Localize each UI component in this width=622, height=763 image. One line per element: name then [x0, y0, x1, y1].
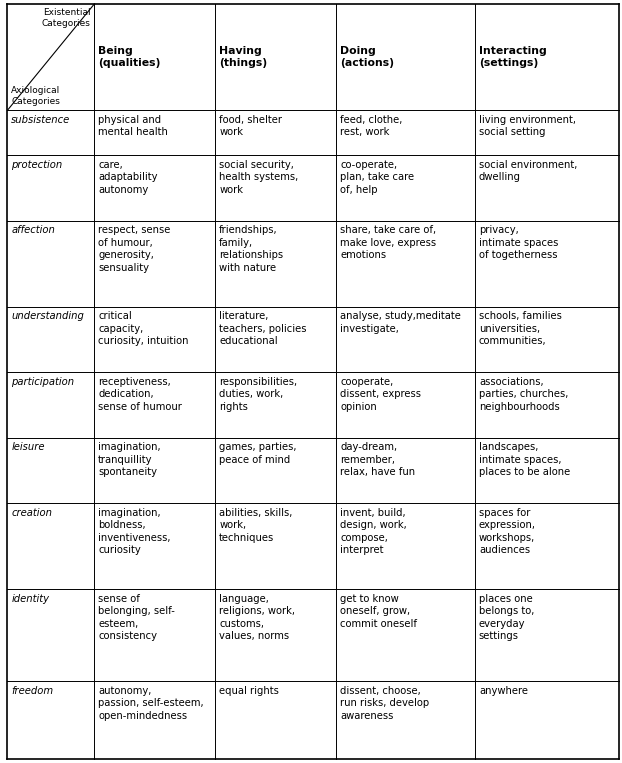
Text: Axiological
Categories: Axiological Categories — [11, 85, 60, 106]
Text: day-dream,
remember,
relax, have fun: day-dream, remember, relax, have fun — [340, 443, 415, 477]
Text: abilities, skills,
work,
techniques: abilities, skills, work, techniques — [219, 508, 292, 542]
Text: games, parties,
peace of mind: games, parties, peace of mind — [219, 443, 297, 465]
Text: subsistence: subsistence — [11, 115, 70, 125]
Text: protection: protection — [11, 160, 62, 170]
Text: creation: creation — [11, 508, 52, 518]
Text: spaces for
expression,
workshops,
audiences: spaces for expression, workshops, audien… — [479, 508, 536, 555]
Text: associations,
parties, churches,
neighbourhoods: associations, parties, churches, neighbo… — [479, 377, 569, 412]
Text: critical
capacity,
curiosity, intuition: critical capacity, curiosity, intuition — [98, 311, 188, 346]
Text: imagination,
tranquillity
spontaneity: imagination, tranquillity spontaneity — [98, 443, 161, 477]
Text: affection: affection — [11, 225, 55, 235]
Text: receptiveness,
dedication,
sense of humour: receptiveness, dedication, sense of humo… — [98, 377, 182, 412]
Text: living environment,
social setting: living environment, social setting — [479, 115, 576, 137]
Text: invent, build,
design, work,
compose,
interpret: invent, build, design, work, compose, in… — [340, 508, 407, 555]
Text: analyse, study,meditate
investigate,: analyse, study,meditate investigate, — [340, 311, 461, 333]
Text: friendships,
family,
relationships
with nature: friendships, family, relationships with … — [219, 225, 284, 272]
Text: physical and
mental health: physical and mental health — [98, 115, 168, 137]
Text: food, shelter
work: food, shelter work — [219, 115, 282, 137]
Text: Interacting
(settings): Interacting (settings) — [479, 46, 547, 68]
Text: Doing
(actions): Doing (actions) — [340, 46, 394, 68]
Text: share, take care of,
make love, express
emotions: share, take care of, make love, express … — [340, 225, 437, 260]
Text: social security,
health systems,
work: social security, health systems, work — [219, 160, 299, 195]
Text: freedom: freedom — [11, 686, 53, 696]
Text: equal rights: equal rights — [219, 686, 279, 696]
Text: responsibilities,
duties, work,
rights: responsibilities, duties, work, rights — [219, 377, 297, 412]
Text: identity: identity — [11, 594, 49, 604]
Text: anywhere: anywhere — [479, 686, 528, 696]
Text: landscapes,
intimate spaces,
places to be alone: landscapes, intimate spaces, places to b… — [479, 443, 570, 477]
Text: participation: participation — [11, 377, 74, 387]
Text: Being
(qualities): Being (qualities) — [98, 46, 160, 68]
Text: understanding: understanding — [11, 311, 84, 321]
Text: schools, families
universities,
communities,: schools, families universities, communit… — [479, 311, 562, 346]
Text: autonomy,
passion, self-esteem,
open-mindedness: autonomy, passion, self-esteem, open-min… — [98, 686, 204, 721]
Text: Existential
Categories: Existential Categories — [42, 8, 91, 28]
Text: get to know
oneself, grow,
commit oneself: get to know oneself, grow, commit onesel… — [340, 594, 417, 629]
Text: co-operate,
plan, take care
of, help: co-operate, plan, take care of, help — [340, 160, 414, 195]
Text: cooperate,
dissent, express
opinion: cooperate, dissent, express opinion — [340, 377, 421, 412]
Text: language,
religions, work,
customs,
values, norms: language, religions, work, customs, valu… — [219, 594, 295, 641]
Text: care,
adaptability
autonomy: care, adaptability autonomy — [98, 160, 158, 195]
Text: literature,
teachers, policies
educational: literature, teachers, policies education… — [219, 311, 307, 346]
Text: imagination,
boldness,
inventiveness,
curiosity: imagination, boldness, inventiveness, cu… — [98, 508, 170, 555]
Text: respect, sense
of humour,
generosity,
sensuality: respect, sense of humour, generosity, se… — [98, 225, 170, 272]
Text: feed, clothe,
rest, work: feed, clothe, rest, work — [340, 115, 402, 137]
Text: dissent, choose,
run risks, develop
awareness: dissent, choose, run risks, develop awar… — [340, 686, 429, 721]
Text: leisure: leisure — [11, 443, 45, 452]
Text: places one
belongs to,
everyday
settings: places one belongs to, everyday settings — [479, 594, 534, 641]
Text: Having
(things): Having (things) — [219, 46, 267, 68]
Text: social environment,
dwelling: social environment, dwelling — [479, 160, 577, 182]
Text: privacy,
intimate spaces
of togetherness: privacy, intimate spaces of togetherness — [479, 225, 559, 260]
Text: sense of
belonging, self-
esteem,
consistency: sense of belonging, self- esteem, consis… — [98, 594, 175, 641]
